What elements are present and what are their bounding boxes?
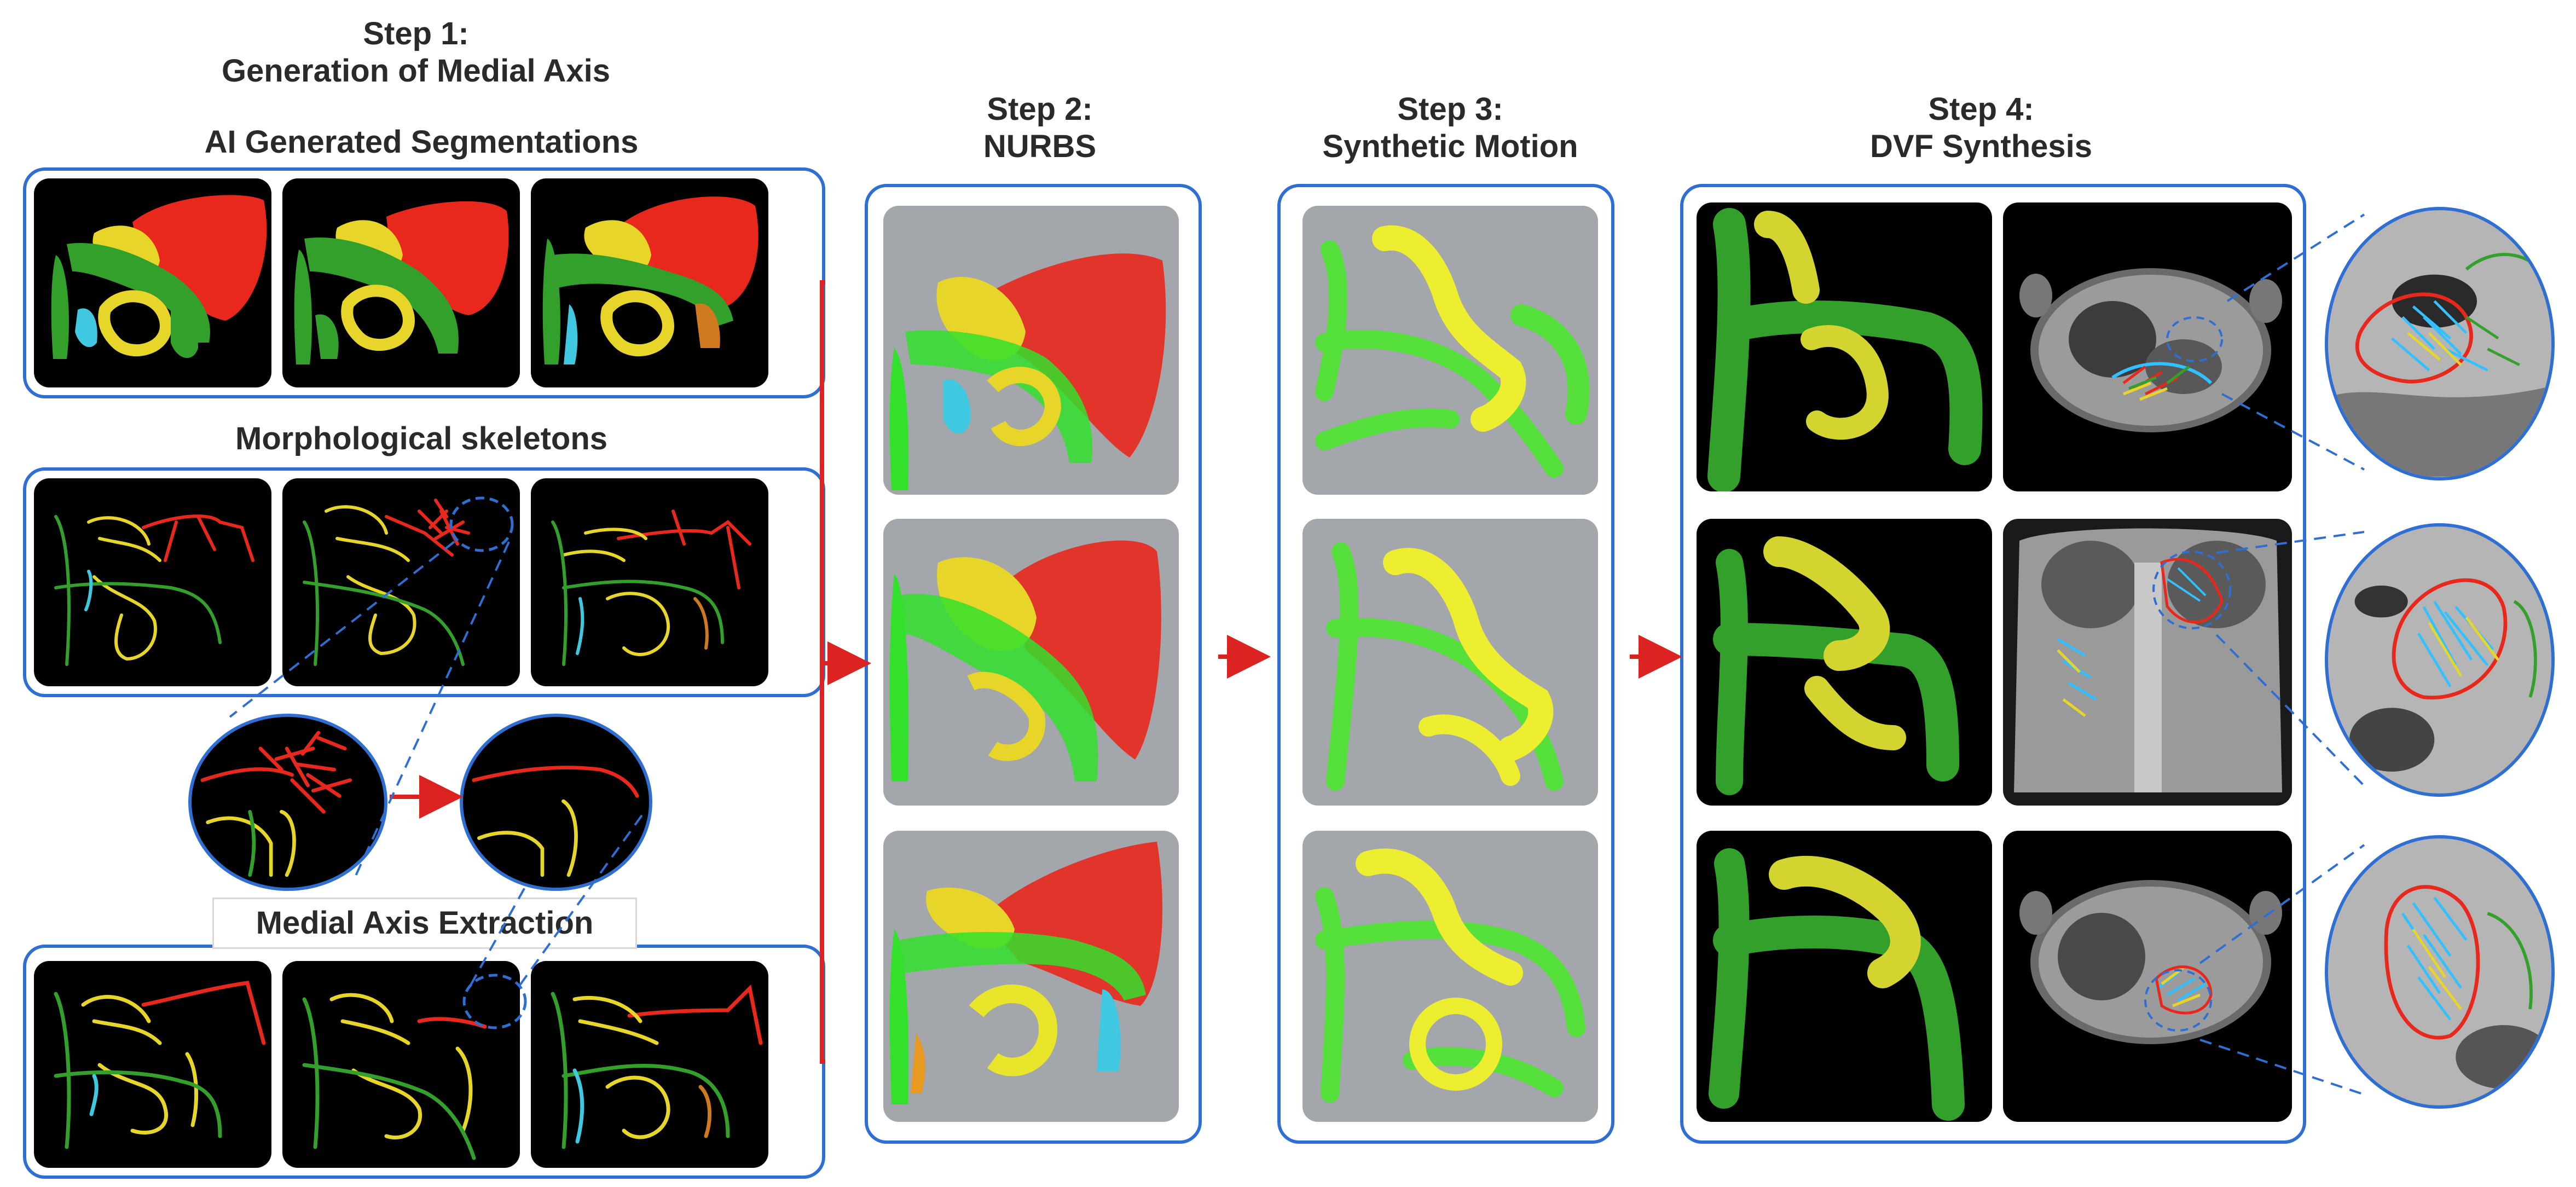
medial-axis-image-3 [531,961,768,1168]
step3-title: Step 3: Synthetic Motion [1275,91,1625,165]
step1-title-line1: Step 1: [363,16,469,51]
step2-title-line1: Step 2: [987,91,1093,127]
medial-axis-label: Medial Axis Extraction [212,898,637,949]
dvf-mri-axial-1 [2003,202,2292,491]
dvf-zoom-1 [2325,207,2555,480]
dvf-mesh-image-3 [1697,831,1992,1122]
nurbs-image-3 [883,831,1179,1122]
step4-title: Step 4: DVF Synthesis [1806,91,2156,165]
step2-title-line2: NURBS [983,129,1097,164]
step4-title-line1: Step 4: [1928,91,2034,127]
skeleton-zoom-before [188,714,387,891]
dvf-mri-coronal-2 [2003,519,2292,806]
step2-title: Step 2: NURBS [865,91,1215,165]
step3-title-line2: Synthetic Motion [1322,129,1578,164]
skeleton-image-3 [531,478,768,686]
dvf-mesh-image-1 [1697,202,1992,491]
skeleton-image-2 [282,478,520,686]
nurbs-image-1 [883,206,1179,495]
nurbs-image-2 [883,519,1179,806]
step1-title-line2: Generation of Medial Axis [221,53,611,89]
dvf-zoom-3 [2325,835,2555,1109]
medial-axis-image-1 [34,961,271,1168]
seg-label: AI Generated Segmentations [204,124,639,160]
segmentation-image-3 [531,178,768,387]
segmentation-image-1 [34,178,271,387]
segmentation-image-2 [282,178,520,387]
medial-axis-image-2 [282,961,520,1168]
motion-image-2 [1303,519,1598,806]
skeleton-zoom-after [460,714,652,891]
dvf-zoom-2 [2325,523,2555,797]
step4-title-line2: DVF Synthesis [1869,129,2093,164]
dvf-mesh-image-2 [1697,519,1992,806]
step1-title: Step 1: Generation of Medial Axis [153,15,679,90]
dvf-mri-axial-3 [2003,831,2292,1122]
step3-title-line1: Step 3: [1397,91,1503,127]
skel-label: Morphological skeletons [235,421,607,456]
skeleton-image-1 [34,478,271,686]
motion-image-3 [1303,831,1598,1122]
motion-image-1 [1303,206,1598,495]
